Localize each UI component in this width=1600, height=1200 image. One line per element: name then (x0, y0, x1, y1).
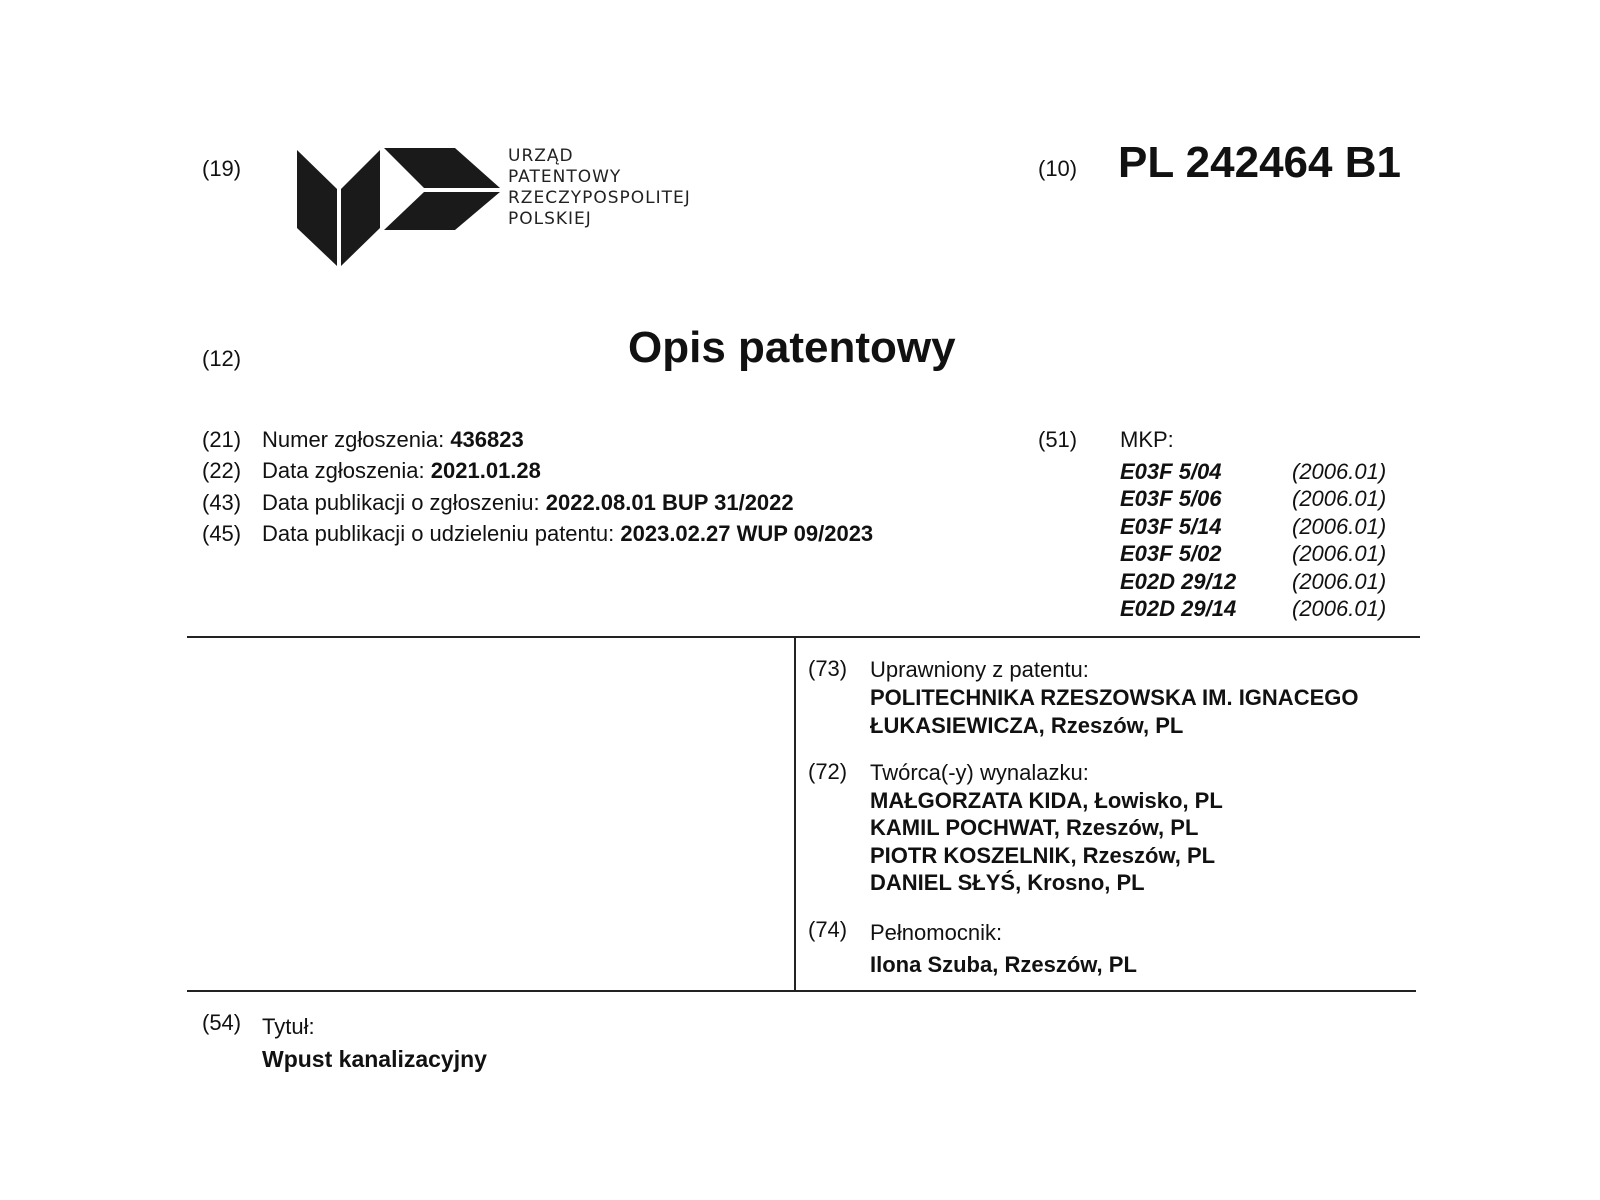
mkp-code: (51) (1038, 427, 1077, 453)
attorney-block: Pełnomocnik: Ilona Szuba, Rzeszów, PL (870, 917, 1137, 981)
inventors-block: Twórca(-y) wynalazku: MAŁGORZATA KIDA, Ł… (870, 759, 1223, 897)
patent-number: PL 242464 B1 (1118, 138, 1401, 188)
code-10: (10) (1038, 156, 1077, 182)
mkp-item: E03F 5/14(2006.01) (1120, 513, 1386, 540)
title-code: (54) (202, 1010, 241, 1036)
mkp-label: MKP: (1120, 427, 1174, 453)
code-19: (19) (202, 156, 241, 182)
biblio-code: (22) (202, 458, 241, 484)
biblio-row: Data publikacji o udzieleniu patentu: 20… (262, 521, 873, 547)
biblio-row: (21) (202, 427, 241, 453)
owner-block: Uprawniony z patentu: POLITECHNIKA RZESZ… (870, 656, 1358, 740)
attorney-code: (74) (808, 917, 847, 943)
title-block: Tytuł: Wpust kanalizacyjny (262, 1010, 487, 1076)
logo-text: URZĄD PATENTOWY RZECZYPOSPOLITEJ POLSKIE… (508, 146, 691, 230)
code-12: (12) (202, 346, 241, 372)
divider (187, 990, 1416, 992)
divider (187, 636, 1420, 638)
document-title: Opis patentowy (628, 323, 956, 373)
mkp-item: E02D 29/14(2006.01) (1120, 595, 1386, 622)
inventors-code: (72) (808, 759, 847, 785)
biblio-row: Data zgłoszenia: 2021.01.28 (262, 458, 541, 484)
column-divider (794, 636, 796, 990)
mkp-item: E03F 5/04(2006.01) (1120, 458, 1386, 485)
biblio-row: Numer zgłoszenia: 436823 (262, 427, 524, 453)
patent-office-logo: URZĄD PATENTOWY RZECZYPOSPOLITEJ POLSKIE… (288, 140, 708, 270)
mkp-class-list: E03F 5/04(2006.01) E03F 5/06(2006.01) E0… (1120, 458, 1386, 622)
biblio-row: Data publikacji o zgłoszeniu: 2022.08.01… (262, 490, 794, 516)
owner-code: (73) (808, 656, 847, 682)
mkp-item: E03F 5/06(2006.01) (1120, 485, 1386, 512)
patent-cover-page: (19) URZĄD PATENTOWY RZECZYPOSPOLITEJ PO… (0, 0, 1600, 1200)
biblio-code: (43) (202, 490, 241, 516)
biblio-code: (45) (202, 521, 241, 547)
logo-mark-icon (288, 140, 508, 270)
invention-title: Wpust kanalizacyjny (262, 1043, 487, 1076)
mkp-item: E02D 29/12(2006.01) (1120, 568, 1386, 595)
mkp-item: E03F 5/02(2006.01) (1120, 540, 1386, 567)
